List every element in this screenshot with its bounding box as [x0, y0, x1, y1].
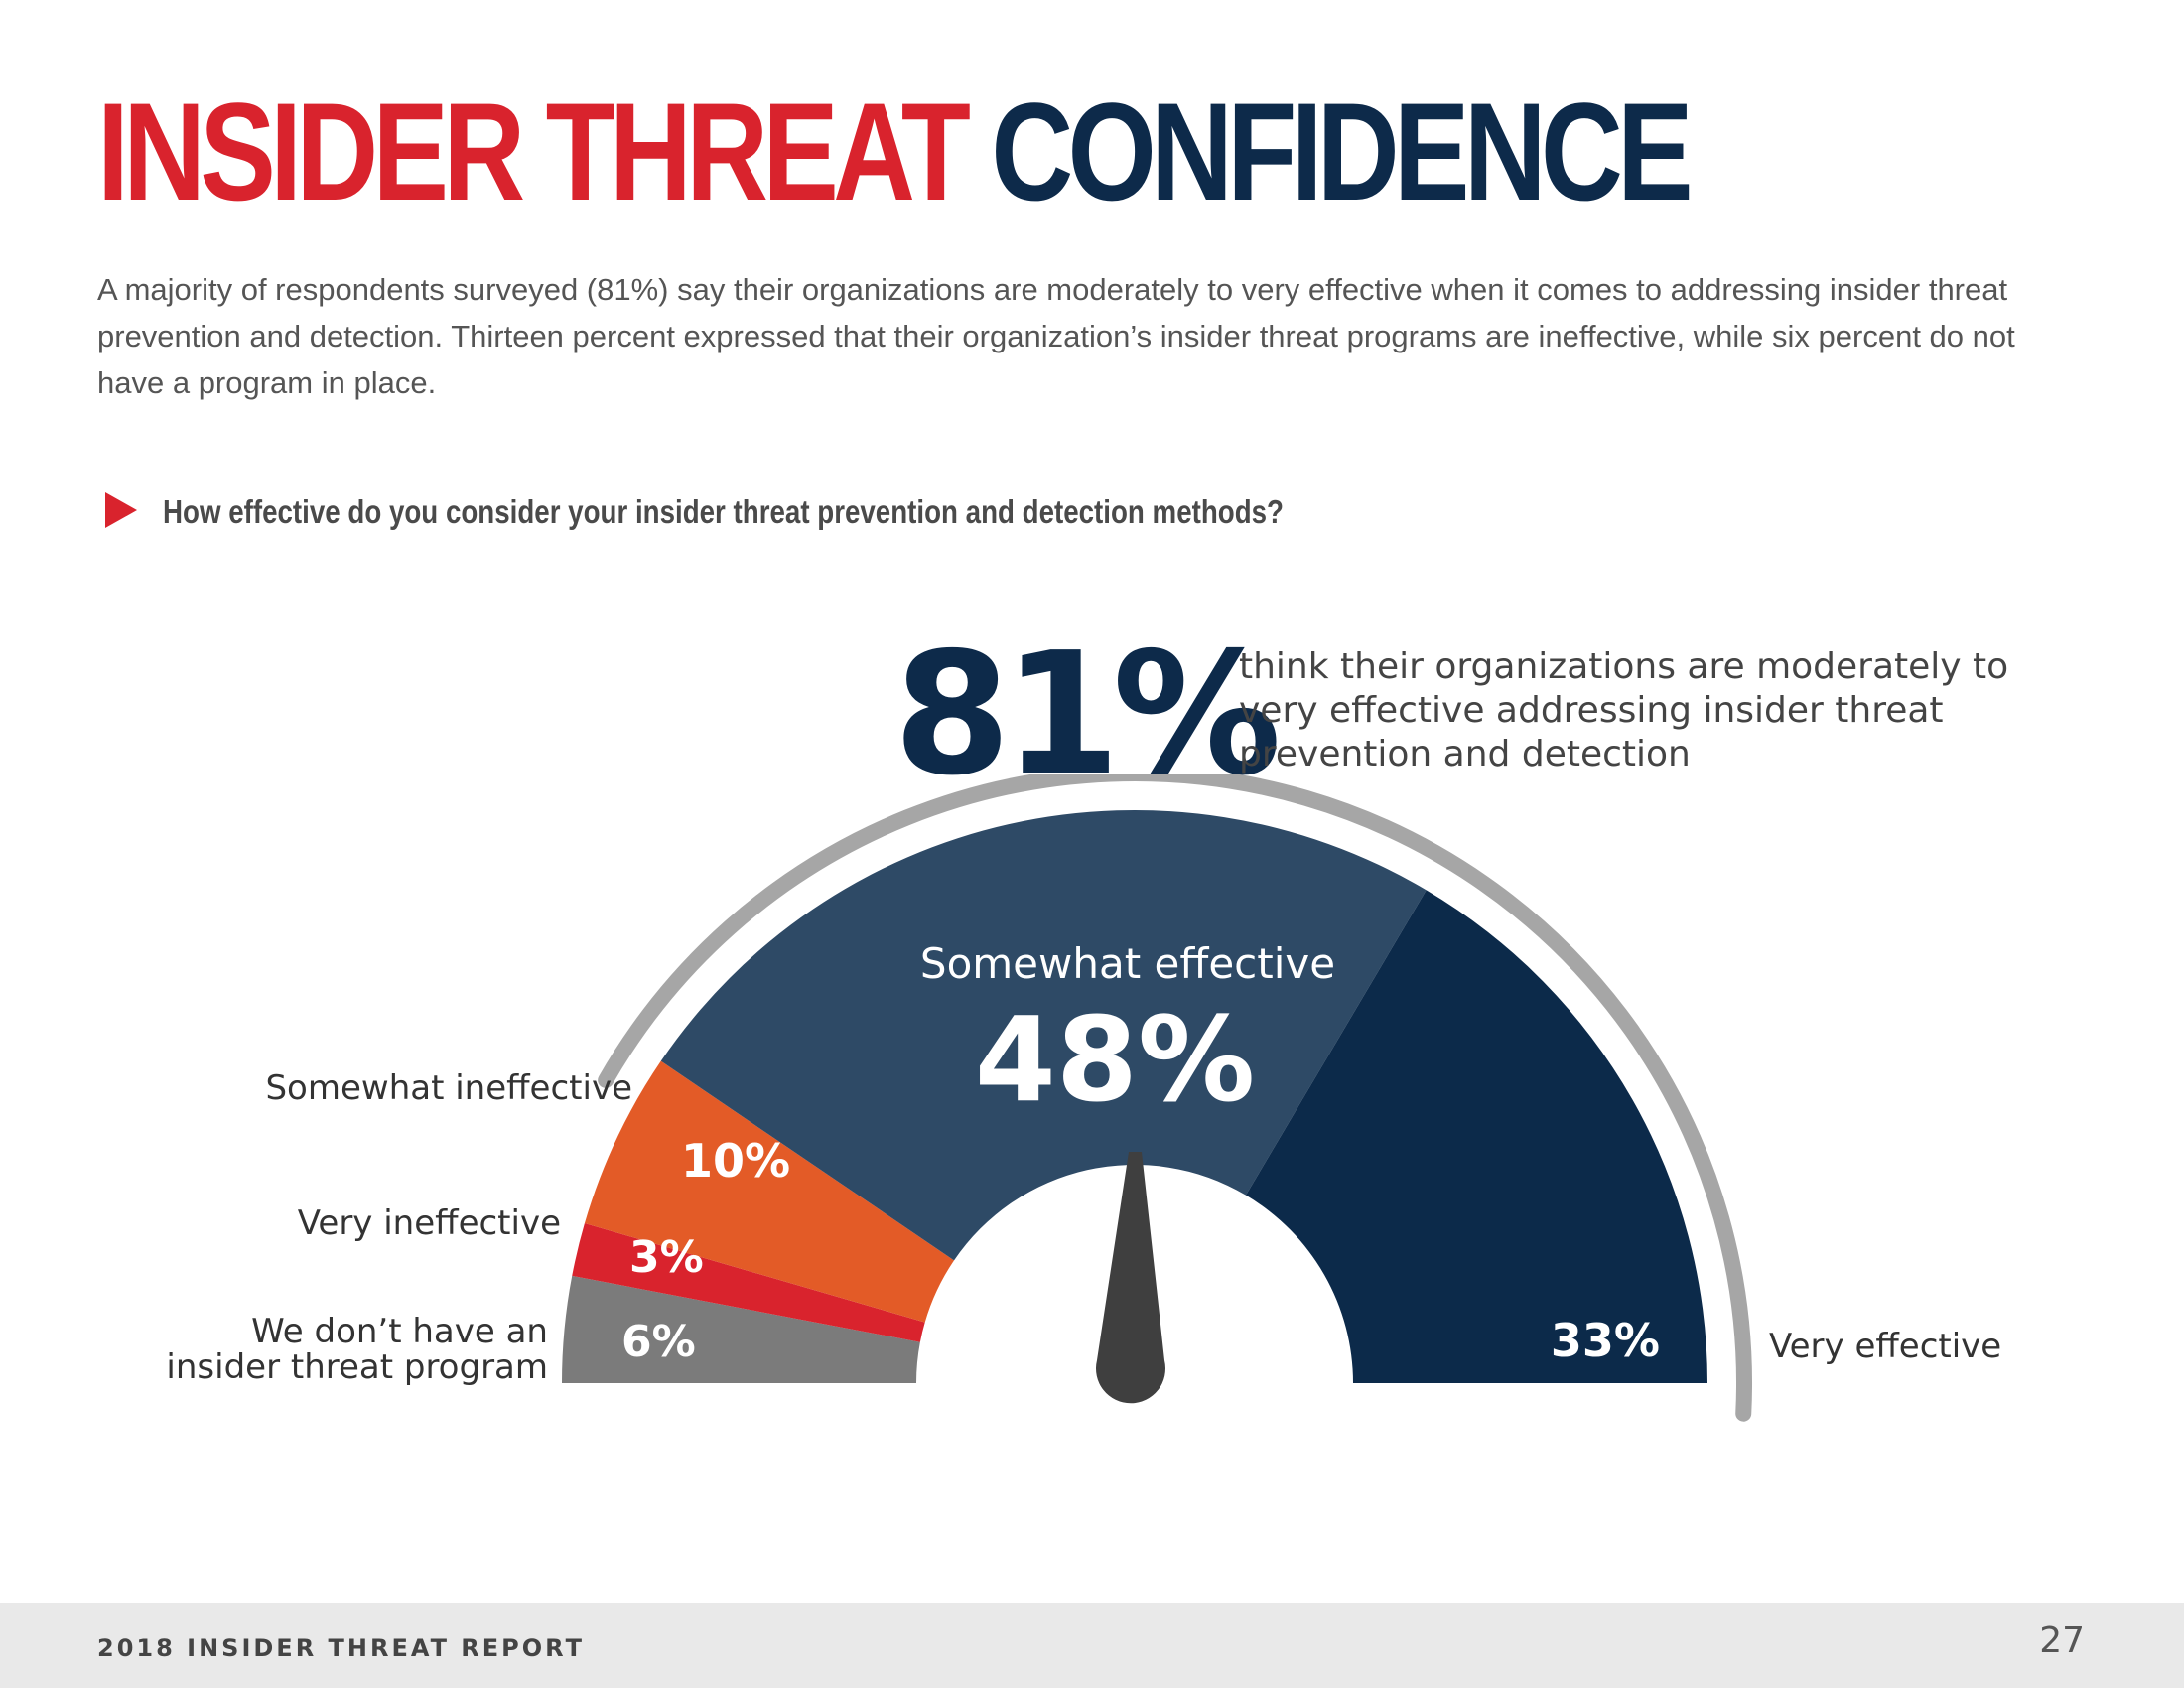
- survey-question: How effective do you consider your insid…: [163, 493, 1284, 530]
- gauge-segment-none: [562, 1275, 920, 1383]
- needle-pointer: [1096, 1152, 1166, 1404]
- gauge-segments: [562, 810, 1707, 1383]
- gauge-needle: [1096, 1152, 1166, 1404]
- value-label-none: 6%: [621, 1317, 696, 1367]
- footer-report-label: 2018 INSIDER THREAT REPORT: [97, 1634, 585, 1662]
- gauge-category-labels: We don’t have an insider threat program Ve…: [166, 939, 2001, 1387]
- category-label-line: insider threat program: [166, 1347, 548, 1387]
- gauge-outer-arc: [598, 774, 1752, 1422]
- category-label-very-effective: Very effective: [1769, 1327, 2001, 1366]
- category-label-line: Somewhat effective: [920, 939, 1335, 988]
- gauge-segment-very-ineffective: [572, 1223, 925, 1342]
- gauge-segment-somewhat-effective: [660, 810, 1427, 1261]
- category-label-somewhat-effective: Somewhat effective: [920, 939, 1335, 988]
- value-label-somewhat-ineffective: 10%: [681, 1134, 790, 1188]
- gauge-segment-very-effective: [1245, 890, 1707, 1383]
- page-title: INSIDER THREAT CONFIDENCE: [97, 77, 1694, 226]
- page-title-main: CONFIDENCE: [991, 73, 1693, 229]
- headline-description: think their organizations are moderately…: [1239, 646, 2009, 774]
- intro-paragraph: A majority of respondents surveyed (81%)…: [97, 272, 2015, 400]
- value-label-somewhat-effective: 48%: [975, 991, 1255, 1128]
- category-label-line: We don’t have an: [251, 1312, 548, 1351]
- category-label-very-ineffective: Very ineffective: [298, 1203, 561, 1243]
- category-label-somewhat-ineffective: Somewhat ineffective: [265, 1068, 632, 1108]
- gauge-chart: 6% 3% 10% 48% 33% We don’t have an insider th…: [166, 774, 2001, 1422]
- category-label-none: We don’t have an insider threat program: [166, 1312, 548, 1387]
- page-title-highlight: INSIDER THREAT: [97, 73, 971, 229]
- gauge-value-labels: 6% 3% 10% 48% 33%: [621, 991, 1660, 1367]
- category-label-line: Somewhat ineffective: [265, 1068, 632, 1108]
- category-label-line: Very effective: [1769, 1327, 2001, 1366]
- category-label-line: Very ineffective: [298, 1203, 561, 1243]
- footer-band: [0, 1603, 2184, 1688]
- question-arrow-icon: [105, 492, 137, 528]
- value-label-very-ineffective: 3%: [629, 1232, 704, 1283]
- value-label-very-effective: 33%: [1551, 1314, 1660, 1367]
- gauge-segment-somewhat-ineffective: [584, 1060, 955, 1323]
- page-number: 27: [2039, 1620, 2085, 1661]
